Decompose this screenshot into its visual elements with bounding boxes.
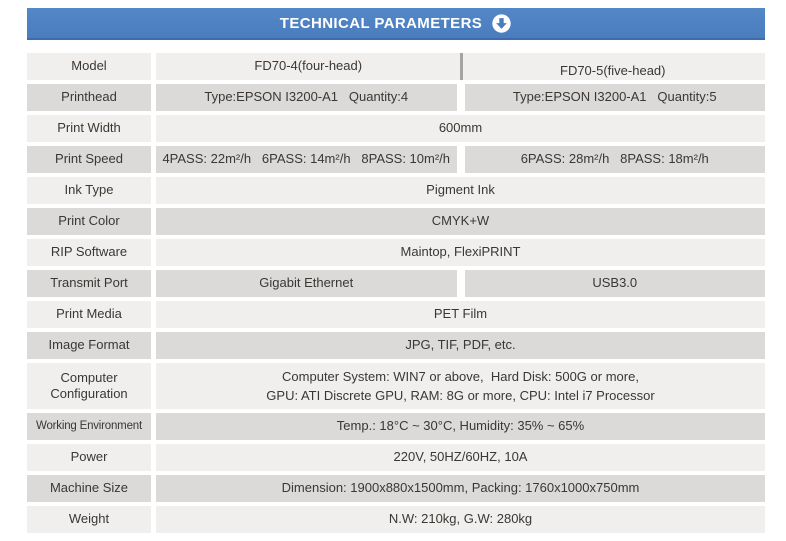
row-label: Print Color (27, 208, 151, 235)
value-cell: Type:EPSON I3200-A1 Quantity:5 (464, 84, 765, 111)
circle-down-arrow-icon (491, 13, 512, 34)
row-values: Maintop, FlexiPRINT (156, 239, 765, 266)
row-label: Power (27, 444, 151, 471)
value-cell: Maintop, FlexiPRINT (156, 239, 765, 266)
row-label: Machine Size (27, 475, 151, 502)
table-row: Working Environment Temp.: 18°C ~ 30°C, H… (27, 413, 765, 440)
value-cell: Dimension: 1900x880x1500mm, Packing: 176… (156, 475, 765, 502)
value-cell-group: FD70-4(four-head) FD70-5(five-head) (156, 53, 765, 80)
row-values: Type:EPSON I3200-A1 Quantity:4 Type:EPSON… (156, 84, 765, 111)
value-cell: Type:EPSON I3200-A1 Quantity:4 (156, 84, 457, 111)
value-cell: PET Film (156, 301, 765, 328)
value-cell: Pigment Ink (156, 177, 765, 204)
value-cell: 600mm (156, 115, 765, 142)
row-values: 4PASS: 22m²/h 6PASS: 14m²/h 8PASS: 10m²/… (156, 146, 765, 173)
row-label: Printhead (27, 84, 151, 111)
table-row: Print Media PET Film (27, 301, 765, 328)
column-divider (459, 53, 463, 80)
table-row: Weight N.W: 210kg, G.W: 280kg (27, 506, 765, 533)
value-cell: JPG, TIF, PDF, etc. (156, 332, 765, 359)
row-label: Ink Type (27, 177, 151, 204)
row-label: Weight (27, 506, 151, 533)
row-values: FD70-4(four-head) FD70-5(five-head) (156, 53, 765, 80)
table-row: Print Speed 4PASS: 22m²/h 6PASS: 14m²/h 8… (27, 146, 765, 173)
value-cell: 4PASS: 22m²/h 6PASS: 14m²/h 8PASS: 10m²/… (156, 146, 457, 173)
value-cell: Temp.: 18°C ~ 30°C, Humidity: 35% ~ 65% (156, 413, 765, 440)
row-values: Computer System: WIN7 or above, Hard Dis… (156, 363, 765, 409)
row-values: Temp.: 18°C ~ 30°C, Humidity: 35% ~ 65% (156, 413, 765, 440)
value-cell: FD70-5(five-head) (560, 63, 666, 79)
row-values: JPG, TIF, PDF, etc. (156, 332, 765, 359)
row-values: N.W: 210kg, G.W: 280kg (156, 506, 765, 533)
row-values: 600mm (156, 115, 765, 142)
table-row: Print Width 600mm (27, 115, 765, 142)
value-cell: CMYK+W (156, 208, 765, 235)
table-row: Model FD70-4(four-head) FD70-5(five-head) (27, 53, 765, 80)
value-cell: FD70-4(four-head) (254, 58, 363, 74)
row-values: 220V, 50HZ/60HZ, 10A (156, 444, 765, 471)
row-values: Pigment Ink (156, 177, 765, 204)
value-cell: Gigabit Ethernet (156, 270, 457, 297)
row-label: Working Environment (27, 413, 151, 440)
row-label: Print Width (27, 115, 151, 142)
row-values: PET Film (156, 301, 765, 328)
row-values: CMYK+W (156, 208, 765, 235)
table-row: Printhead Type:EPSON I3200-A1 Quantity:4 T… (27, 84, 765, 111)
table-row: Print Color CMYK+W (27, 208, 765, 235)
table-row: Transmit Port Gigabit Ethernet USB3.0 (27, 270, 765, 297)
value-cell: USB3.0 (464, 270, 765, 297)
row-label: Image Format (27, 332, 151, 359)
table-row: RIP Software Maintop, FlexiPRINT (27, 239, 765, 266)
row-values: Dimension: 1900x880x1500mm, Packing: 176… (156, 475, 765, 502)
value-cell: N.W: 210kg, G.W: 280kg (156, 506, 765, 533)
row-values: Gigabit Ethernet USB3.0 (156, 270, 765, 297)
table-row: Power 220V, 50HZ/60HZ, 10A (27, 444, 765, 471)
row-label: Computer Configuration (27, 363, 151, 409)
row-label: Print Media (27, 301, 151, 328)
value-cell: 6PASS: 28m²/h 8PASS: 18m²/h (464, 146, 765, 173)
header-bar: TECHNICAL PARAMETERS (27, 8, 765, 40)
spec-table: Model FD70-4(four-head) FD70-5(five-head) P… (27, 53, 765, 533)
value-cell: Computer System: WIN7 or above, Hard Dis… (156, 363, 765, 409)
value-cell: 220V, 50HZ/60HZ, 10A (156, 444, 765, 471)
table-row: Machine Size Dimension: 1900x880x1500mm, … (27, 475, 765, 502)
table-row: Ink Type Pigment Ink (27, 177, 765, 204)
table-row: Image Format JPG, TIF, PDF, etc. (27, 332, 765, 359)
row-label: Model (27, 53, 151, 80)
table-row: Computer Configuration Computer System: W… (27, 363, 765, 409)
row-label: Print Speed (27, 146, 151, 173)
page-title: TECHNICAL PARAMETERS (279, 14, 483, 32)
row-label: RIP Software (27, 239, 151, 266)
row-label: Transmit Port (27, 270, 151, 297)
